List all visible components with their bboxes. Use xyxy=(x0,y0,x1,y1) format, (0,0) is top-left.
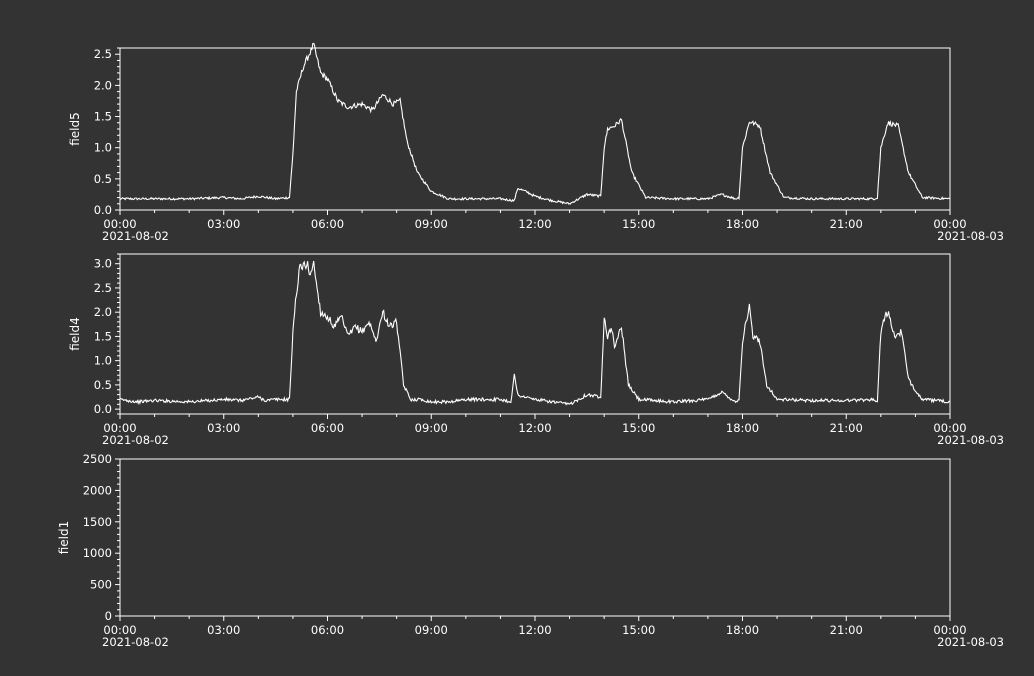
y-tick-label: 500 xyxy=(90,578,112,592)
y-tick-label: 3.0 xyxy=(94,257,112,271)
x-tick-label: 15:00 xyxy=(622,421,655,435)
x-tick-label: 18:00 xyxy=(726,421,759,435)
x-tick-label: 09:00 xyxy=(415,421,448,435)
x-tick-label: 03:00 xyxy=(207,217,240,231)
x-date-label-end: 2021-08-03 xyxy=(937,635,1004,649)
y-axis-label: field1 xyxy=(57,521,71,555)
x-tick-label: 21:00 xyxy=(830,217,863,231)
y-tick-label: 1.0 xyxy=(94,141,112,155)
y-tick-label: 2000 xyxy=(83,483,112,497)
y-axis-label: field5 xyxy=(68,112,82,146)
x-date-label-end: 2021-08-03 xyxy=(937,433,1004,447)
x-tick-label: 21:00 xyxy=(830,623,863,637)
y-axis-label: field4 xyxy=(68,317,82,351)
x-tick-label: 12:00 xyxy=(518,217,551,231)
plot-frame xyxy=(119,458,951,617)
x-tick-label: 03:00 xyxy=(207,421,240,435)
x-tick-label: 18:00 xyxy=(726,623,759,637)
x-tick-label: 00:00 xyxy=(103,623,136,637)
x-tick-label: 03:00 xyxy=(207,623,240,637)
series-line-field5 xyxy=(119,42,951,205)
series-line-field4 xyxy=(119,260,951,406)
plot-frame xyxy=(119,253,951,415)
y-tick-label: 1.0 xyxy=(94,354,112,368)
plot-frame xyxy=(119,47,951,211)
y-tick-label: 2.5 xyxy=(94,281,112,295)
y-tick-label: 2.0 xyxy=(94,78,112,92)
chart-panel-field4: 0.0 0.5 1.0 1.5 2.0 2.5 3.0 00:00 03:00 06:00 09:0… xyxy=(68,253,1004,447)
x-tick-label: 00:00 xyxy=(933,623,966,637)
y-tick-label: 2.5 xyxy=(94,47,112,61)
x-tick-label: 21:00 xyxy=(830,421,863,435)
chart-panel-field5: 0.0 0.5 1.0 1.5 2.0 2.5 00:00 03:00 06:00 09:00 12… xyxy=(68,42,1004,243)
x-tick-label: 18:00 xyxy=(726,217,759,231)
x-tick-label: 00:00 xyxy=(933,421,966,435)
y-tick-label: 0.0 xyxy=(94,402,112,416)
y-tick-label: 0.0 xyxy=(94,203,112,217)
x-tick-label: 09:00 xyxy=(415,217,448,231)
x-tick-label: 06:00 xyxy=(311,217,344,231)
x-tick-label: 06:00 xyxy=(311,623,344,637)
x-date-label-start: 2021-08-02 xyxy=(102,433,169,447)
y-tick-label: 1500 xyxy=(83,515,112,529)
x-tick-label: 15:00 xyxy=(622,217,655,231)
y-tick-label: 2.0 xyxy=(94,305,112,319)
y-tick-label: 1.5 xyxy=(94,329,112,343)
x-tick-label: 00:00 xyxy=(103,421,136,435)
x-tick-label: 06:00 xyxy=(311,421,344,435)
y-tick-label: 0.5 xyxy=(94,378,112,392)
x-tick-label: 12:00 xyxy=(518,421,551,435)
x-tick-label: 00:00 xyxy=(933,217,966,231)
y-tick-label: 0.5 xyxy=(94,172,112,186)
y-tick-label: 1.5 xyxy=(94,110,112,124)
y-tick-label: 0 xyxy=(105,609,112,623)
x-tick-label: 12:00 xyxy=(518,623,551,637)
y-tick-label: 2500 xyxy=(83,452,112,466)
y-tick-label: 1000 xyxy=(83,546,112,560)
x-tick-label: 15:00 xyxy=(622,623,655,637)
x-date-label-end: 2021-08-03 xyxy=(937,229,1004,243)
chart-panel-field1: 0 500 1000 1500 2000 2500 00:00 03:00 06:00 09:00… xyxy=(57,452,1004,649)
x-tick-label: 00:00 xyxy=(103,217,136,231)
x-date-label-start: 2021-08-02 xyxy=(102,635,169,649)
x-date-label-start: 2021-08-02 xyxy=(102,229,169,243)
x-tick-label: 09:00 xyxy=(415,623,448,637)
